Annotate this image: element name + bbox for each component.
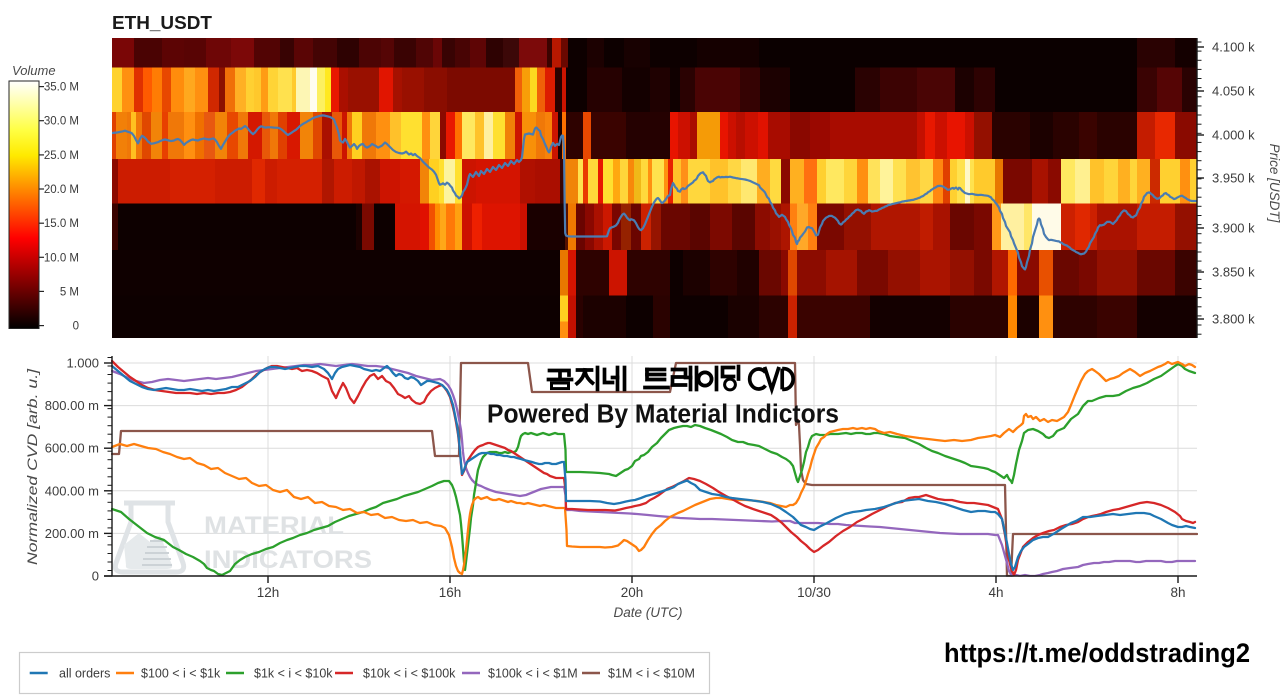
- svg-text:Normalized CVD [arb. u.]: Normalized CVD [arb. u.]: [24, 368, 40, 565]
- svg-text:16h: 16h: [439, 585, 462, 600]
- svg-text:3.800 k: 3.800 k: [1212, 312, 1255, 327]
- svg-text:8h: 8h: [1170, 585, 1185, 600]
- svg-text:25.0 M: 25.0 M: [44, 150, 79, 162]
- svg-text:10/30: 10/30: [797, 585, 831, 600]
- svg-text:800.00 m: 800.00 m: [45, 398, 99, 413]
- svg-text:0: 0: [73, 321, 79, 333]
- svg-text:35.0 M: 35.0 M: [44, 82, 79, 94]
- svg-text:Date (UTC): Date (UTC): [613, 605, 682, 620]
- svg-text:https://t.me/oddstrading2: https://t.me/oddstrading2: [944, 638, 1250, 668]
- svg-text:20.0 M: 20.0 M: [44, 184, 79, 196]
- svg-text:MATERIAL: MATERIAL: [204, 512, 344, 540]
- svg-text:Powered By Material Indictors: Powered By Material Indictors: [487, 401, 839, 429]
- svg-text:$1k < i < $10k: $1k < i < $10k: [254, 667, 333, 681]
- svg-text:INDICATORS: INDICATORS: [204, 546, 372, 574]
- svg-text:30.0 M: 30.0 M: [44, 116, 79, 128]
- svg-text:$100k < i < $1M: $100k < i < $1M: [488, 667, 578, 681]
- svg-text:4h: 4h: [988, 585, 1003, 600]
- svg-text:ETH_USDT: ETH_USDT: [112, 13, 212, 33]
- svg-text:200.00 m: 200.00 m: [45, 526, 99, 541]
- svg-text:3.950 k: 3.950 k: [1212, 171, 1255, 186]
- svg-text:Price [USDT]: Price [USDT]: [1267, 144, 1280, 224]
- svg-text:4.000 k: 4.000 k: [1212, 128, 1255, 143]
- svg-text:$10k < i < $100k: $10k < i < $100k: [363, 667, 456, 681]
- svg-text:10.0 M: 10.0 M: [44, 252, 79, 264]
- svg-text:3.850 k: 3.850 k: [1212, 265, 1255, 280]
- svg-text:12h: 12h: [257, 585, 280, 600]
- svg-text:$100 < i < $1k: $100 < i < $1k: [141, 667, 221, 681]
- svg-text:20h: 20h: [621, 585, 644, 600]
- svg-text:3.900 k: 3.900 k: [1212, 221, 1255, 236]
- svg-text:all orders: all orders: [59, 667, 110, 681]
- svg-text:$1M < i < $10M: $1M < i < $10M: [608, 667, 695, 681]
- svg-text:4.050 k: 4.050 k: [1212, 84, 1255, 99]
- svg-text:1.000: 1.000: [66, 356, 99, 371]
- svg-text:400.00 m: 400.00 m: [45, 483, 99, 498]
- svg-text:Volume: Volume: [12, 63, 56, 78]
- svg-text:600.00 m: 600.00 m: [45, 441, 99, 456]
- svg-text:15.0 M: 15.0 M: [44, 218, 79, 230]
- svg-text:4.100 k: 4.100 k: [1212, 40, 1255, 55]
- svg-text:5 M: 5 M: [60, 286, 79, 298]
- svg-text:0: 0: [92, 569, 99, 584]
